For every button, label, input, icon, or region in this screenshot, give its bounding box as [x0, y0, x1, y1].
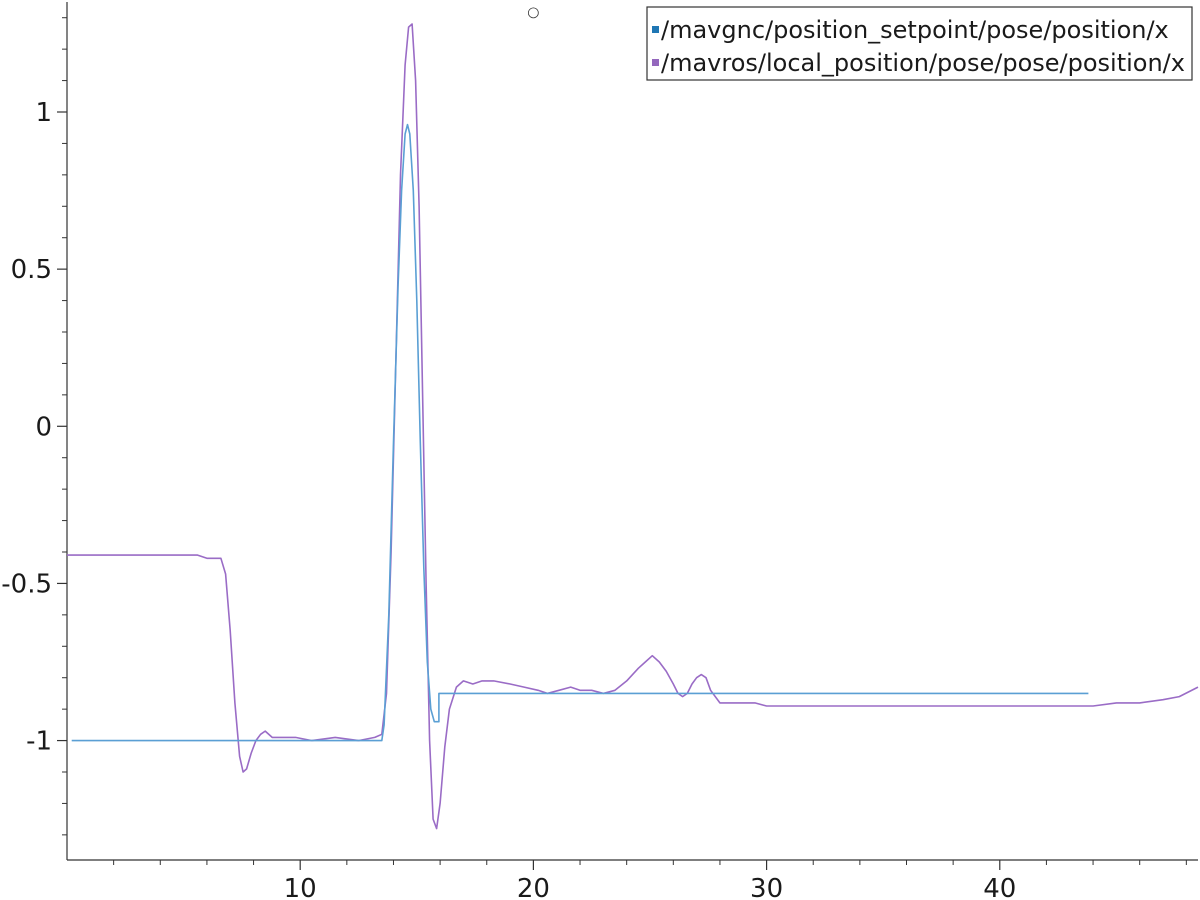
legend: /mavgnc/position_setpoint/pose/position/…: [646, 6, 1193, 81]
y-tick-label: -0.5: [1, 569, 52, 599]
major-ticks: [57, 111, 1001, 870]
minor-ticks: [62, 17, 1187, 865]
y-tick-label: -1: [26, 727, 52, 757]
marker-layer: ○: [527, 4, 539, 20]
legend-label-2: /mavros/local_position/pose/pose/positio…: [661, 49, 1185, 77]
marker-readout: ○: [527, 4, 539, 20]
legend-label-1: /mavgnc/position_setpoint/pose/position/…: [661, 16, 1169, 44]
y-tick-label: 1: [35, 98, 52, 128]
y-tick-label: 0: [35, 412, 52, 442]
x-tick-label: 30: [750, 874, 783, 900]
x-tick-label: 20: [517, 874, 550, 900]
x-tick-label: 40: [983, 874, 1016, 900]
legend-swatch-2: [652, 59, 659, 66]
y-tick-label: 0.5: [11, 255, 52, 285]
tick-labels: 10 20 30 40 1 0.5 0 -0.5 -1: [1, 98, 1016, 900]
x-tick-label: 10: [284, 874, 317, 900]
legend-box: [646, 6, 1193, 81]
series-line-1: [71, 123, 1089, 742]
legend-swatch-1: [652, 26, 659, 33]
series-layer: [67, 23, 1199, 830]
series-line-2: [67, 23, 1199, 830]
